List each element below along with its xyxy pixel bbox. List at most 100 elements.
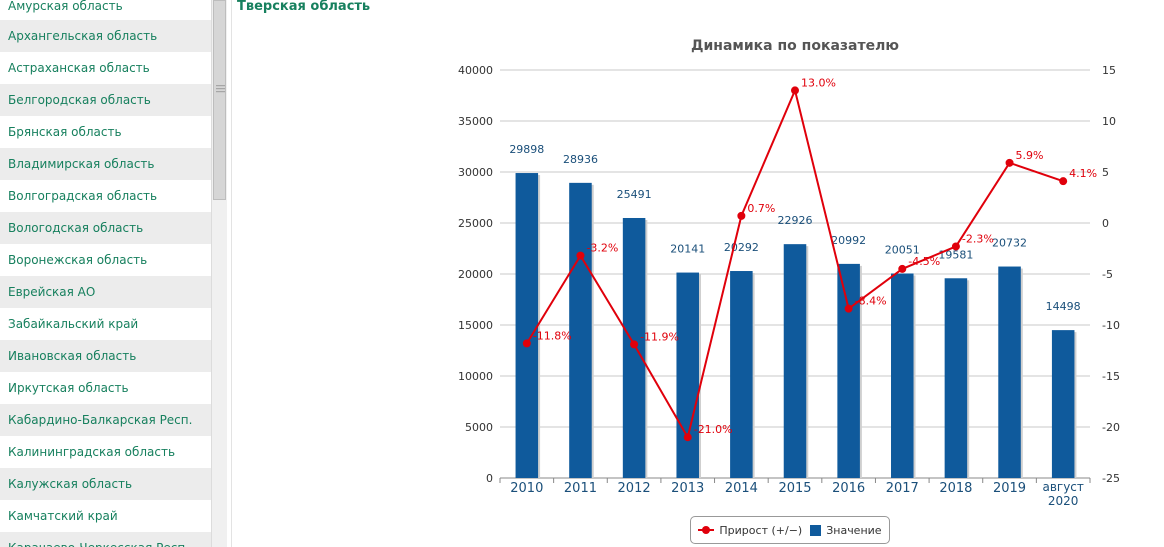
region-item[interactable]: Архангельская область	[0, 20, 211, 52]
bar[interactable]	[569, 182, 592, 479]
scrollbar-thumb[interactable]: ― ― ―	[213, 0, 226, 200]
region-item[interactable]: Астраханская область	[8, 61, 150, 75]
region-item[interactable]: Калининградская область	[8, 445, 176, 459]
bar[interactable]	[891, 273, 914, 478]
region-item[interactable]: Амурская область	[8, 0, 123, 13]
growth-point[interactable]	[737, 211, 746, 220]
y-left-tick-label: 10000	[458, 370, 493, 383]
growth-point[interactable]	[844, 304, 853, 313]
growth-point[interactable]	[522, 339, 531, 348]
region-item[interactable]: Вологодская область	[0, 212, 211, 244]
bar[interactable]	[944, 278, 968, 478]
growth-value-label: 5.9%	[1016, 149, 1044, 162]
bar-value-label: 20051	[885, 243, 920, 256]
growth-value-label: -4.5%	[908, 255, 940, 268]
region-item[interactable]: Забайкальский край	[8, 317, 139, 331]
grip-lines-icon: ― ― ―	[216, 81, 225, 97]
growth-point[interactable]	[576, 251, 585, 260]
region-item[interactable]: Белгородская область	[0, 84, 211, 116]
legend-item-value[interactable]: Значение	[810, 523, 882, 537]
region-item[interactable]: Брянская область	[8, 125, 122, 139]
growth-point[interactable]	[898, 264, 907, 273]
region-item[interactable]: Воронежская область	[8, 253, 148, 267]
x-tick-label: август 2020	[1042, 480, 1083, 508]
y-left-tick-label: 25000	[458, 217, 493, 230]
bar-value-label: 29898	[509, 143, 544, 156]
x-tick-label: 2014	[725, 481, 758, 496]
region-item[interactable]: Ивановская область	[0, 340, 211, 372]
y-right-tick-label: 10	[1102, 115, 1116, 128]
x-tick-label: 2016	[832, 481, 865, 496]
x-tick-label: 2019	[993, 481, 1026, 496]
chart-legend: Прирост (+/−) Значение	[690, 516, 890, 544]
growth-point[interactable]	[1005, 158, 1014, 167]
x-tick-label: 2018	[939, 481, 972, 496]
region-title: Тверская область	[237, 0, 371, 14]
y-right-tick-label: -20	[1102, 421, 1120, 434]
y-right-tick-label: -25	[1102, 472, 1120, 485]
y-left-tick-label: 15000	[458, 319, 493, 332]
dynamics-chart: Динамика по показателю 0 5000 10000 15000 200…	[458, 38, 1120, 508]
region-item[interactable]: Иркутская область	[8, 381, 129, 395]
y-right-tick-label: -5	[1102, 268, 1113, 281]
region-item[interactable]: Карачаево-Черкесская Респ.	[0, 532, 211, 547]
growth-value-label: -3.2%	[586, 242, 618, 255]
region-item[interactable]: Калужская область	[0, 468, 211, 500]
growth-point[interactable]	[630, 340, 639, 349]
x-tick-label: 2010	[510, 481, 543, 496]
growth-value-label: -11.8%	[533, 329, 572, 342]
region-item[interactable]: Еврейская АО	[0, 276, 211, 308]
y-right-tick-label: -15	[1102, 370, 1120, 383]
growth-point[interactable]	[791, 86, 799, 95]
y-left-tick-label: 0	[486, 472, 493, 485]
growth-value-label: 4.1%	[1069, 167, 1097, 180]
bar-value-label: 20732	[992, 237, 1027, 250]
bar[interactable]	[515, 173, 539, 478]
y-right-tick-label: -10	[1102, 319, 1120, 332]
growth-value-label: 0.7%	[747, 202, 775, 215]
bar[interactable]	[730, 271, 753, 478]
bar[interactable]	[1051, 330, 1075, 478]
growth-value-label: -21.0%	[694, 423, 733, 436]
bar[interactable]	[837, 263, 860, 478]
y-left-tick-label: 30000	[458, 166, 493, 179]
bar-value-label: 22926	[778, 214, 813, 227]
bar-value-label: 20292	[724, 241, 759, 254]
bar[interactable]	[998, 266, 1021, 478]
growth-value-label: 13.0%	[801, 76, 836, 89]
y-right-tick-label: 5	[1102, 166, 1109, 179]
bar[interactable]	[676, 272, 699, 478]
growth-value-label: -8.4%	[855, 295, 887, 308]
legend-label-value: Значение	[826, 523, 882, 537]
x-tick-label: 2015	[778, 481, 811, 496]
bar-value-label: 28936	[563, 153, 598, 166]
legend-label-growth: Прирост (+/−)	[719, 523, 803, 537]
y-left-tick-label: 20000	[458, 268, 493, 281]
legend-bar-marker-icon	[810, 524, 822, 536]
growth-value-label: -11.9%	[640, 330, 679, 343]
region-list: Амурская область Архангельская область Аст…	[0, 0, 211, 547]
y-left-tick-label: 5000	[465, 421, 493, 434]
legend-item-growth[interactable]: Прирост (+/−)	[698, 524, 802, 537]
x-tick-label: 2012	[618, 481, 651, 496]
growth-point[interactable]	[1059, 177, 1068, 186]
bar-value-label: 25491	[617, 188, 652, 201]
growth-point[interactable]	[951, 242, 960, 251]
bar-value-label: 14498	[1046, 300, 1081, 313]
region-item[interactable]: Волгоградская область	[8, 189, 158, 203]
growth-point[interactable]	[683, 433, 692, 442]
bar-value-label: 20141	[670, 243, 705, 256]
y-left-tick-label: 35000	[458, 115, 493, 128]
y-right-tick-label: 0	[1102, 217, 1109, 230]
y-right-tick-label: 15	[1102, 64, 1116, 77]
bar-value-label: 20992	[831, 234, 866, 247]
chart-title: Динамика по показателю	[691, 38, 899, 54]
region-item[interactable]: Владимирская область	[0, 148, 211, 180]
sidebar-scrollbar[interactable]: ― ― ―	[211, 0, 227, 547]
region-item[interactable]: Камчатский край	[8, 509, 118, 523]
legend-line-marker-icon	[698, 525, 715, 535]
region-item[interactable]: Кабардино-Балкарская Респ.	[0, 404, 211, 436]
bar-value-label: 19581	[938, 248, 973, 261]
x-tick-label: 2011	[564, 481, 597, 496]
bar[interactable]	[783, 244, 807, 478]
